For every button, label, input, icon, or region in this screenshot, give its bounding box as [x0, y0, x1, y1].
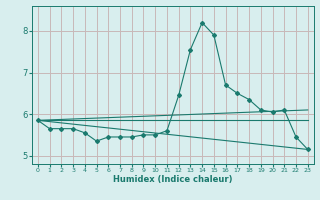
X-axis label: Humidex (Indice chaleur): Humidex (Indice chaleur) [113, 175, 233, 184]
